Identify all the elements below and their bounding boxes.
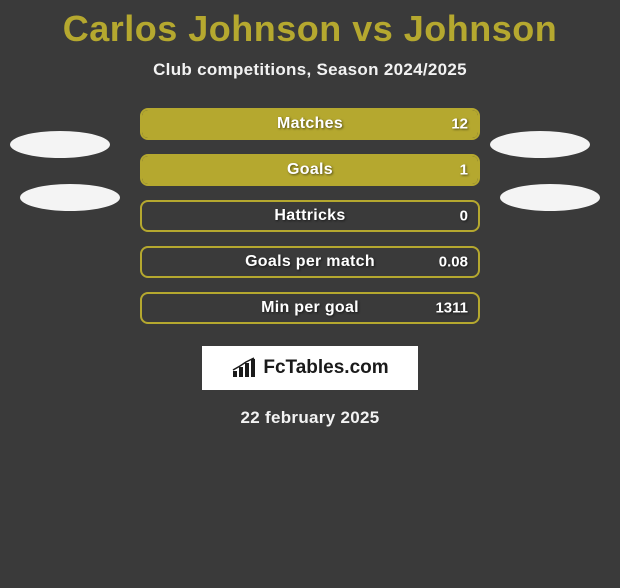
page-title: Carlos Johnson vs Johnson	[0, 8, 620, 50]
stat-label: Goals	[287, 161, 333, 179]
stat-label: Goals per match	[245, 253, 375, 271]
decorative-ellipse	[500, 184, 600, 211]
decorative-ellipse	[10, 131, 110, 158]
stat-row: Hattricks 0	[140, 200, 480, 232]
decorative-ellipse	[20, 184, 120, 211]
stat-row: Min per goal 1311	[140, 292, 480, 324]
stat-label: Min per goal	[261, 299, 359, 317]
subtitle: Club competitions, Season 2024/2025	[0, 60, 620, 80]
stat-value: 0	[460, 208, 468, 225]
stat-row: Goals 1	[140, 154, 480, 186]
logo-text: FcTables.com	[263, 357, 388, 379]
stat-value: 1311	[435, 300, 468, 317]
stat-value: 1	[460, 162, 468, 179]
stat-row: Goals per match 0.08	[140, 246, 480, 278]
stat-label: Matches	[277, 115, 343, 133]
logo-box: FcTables.com	[202, 346, 418, 390]
chart-icon	[231, 357, 257, 379]
stat-value: 0.08	[439, 254, 468, 271]
stat-label: Hattricks	[274, 207, 345, 225]
decorative-ellipse	[490, 131, 590, 158]
date-text: 22 february 2025	[0, 408, 620, 428]
stat-row: Matches 12	[140, 108, 480, 140]
stat-value: 12	[451, 116, 468, 133]
